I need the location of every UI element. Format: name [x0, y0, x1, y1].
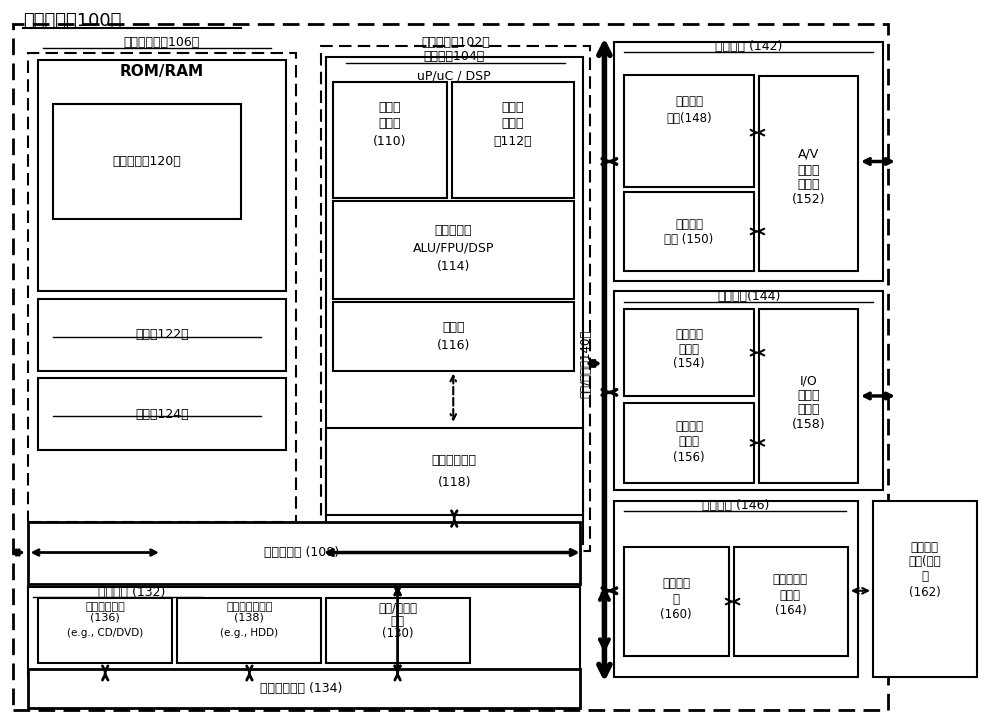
- Bar: [53, 104, 241, 220]
- Text: 图像处理: 图像处理: [675, 95, 703, 108]
- Bar: [333, 82, 447, 198]
- Bar: [28, 522, 580, 584]
- Text: (160): (160): [660, 608, 692, 621]
- Bar: [28, 669, 580, 708]
- Bar: [759, 310, 858, 483]
- Text: (e.g., CD/DVD): (e.g., CD/DVD): [67, 627, 143, 638]
- Text: 网络控制: 网络控制: [662, 577, 690, 590]
- Bar: [734, 547, 848, 656]
- Text: 端口（: 端口（: [797, 164, 820, 177]
- Text: 处理器（104）: 处理器（104）: [424, 50, 485, 63]
- Text: 速缓存: 速缓存: [502, 117, 524, 129]
- Text: 通信端口（: 通信端口（: [773, 574, 808, 587]
- Text: (110): (110): [373, 134, 406, 148]
- Bar: [13, 25, 888, 710]
- Text: uP/uC / DSP: uP/uC / DSP: [417, 70, 491, 83]
- Text: (130): (130): [382, 627, 413, 640]
- Text: 速缓存: 速缓存: [378, 117, 401, 129]
- Text: (138): (138): [234, 612, 264, 622]
- Text: 控制器: 控制器: [678, 435, 699, 448]
- Text: 单元 (150): 单元 (150): [664, 233, 714, 246]
- Text: ）: ）: [921, 570, 928, 583]
- Bar: [38, 60, 286, 292]
- Text: (118): (118): [438, 476, 471, 489]
- Text: 总线/接口控: 总线/接口控: [378, 602, 417, 615]
- Text: 可移除储存器: 可移除储存器: [85, 602, 125, 611]
- Text: 并行接口: 并行接口: [675, 419, 703, 433]
- Text: 端口（: 端口（: [797, 389, 820, 402]
- Text: (158): (158): [791, 417, 825, 430]
- Text: (136): (136): [90, 612, 120, 622]
- Text: 应用（122）: 应用（122）: [135, 328, 189, 341]
- Bar: [326, 57, 583, 544]
- Text: (114): (114): [437, 260, 470, 273]
- Text: 数据（124）: 数据（124）: [135, 408, 189, 420]
- Bar: [452, 82, 574, 198]
- Text: 储存设备 (132): 储存设备 (132): [98, 586, 166, 599]
- Text: ROM/RAM: ROM/RAM: [120, 64, 204, 79]
- Text: (162): (162): [909, 587, 941, 600]
- Text: (e.g., HDD): (e.g., HDD): [220, 627, 278, 638]
- Text: （112）: （112）: [494, 134, 532, 148]
- Bar: [333, 201, 574, 299]
- Text: 处理器核心: 处理器核心: [435, 223, 472, 236]
- Text: 外围接口(144): 外围接口(144): [717, 290, 780, 303]
- Bar: [38, 299, 286, 371]
- Bar: [326, 428, 583, 515]
- Bar: [873, 501, 977, 678]
- Bar: [624, 75, 754, 187]
- Text: 计算设备（100）: 计算设备（100）: [23, 12, 121, 30]
- Text: (116): (116): [437, 339, 470, 352]
- Text: 寄存器: 寄存器: [442, 321, 465, 334]
- Bar: [624, 192, 754, 271]
- Bar: [624, 310, 754, 396]
- Text: 系统存储器（106）: 系统存储器（106）: [124, 36, 200, 49]
- Text: (164): (164): [775, 603, 806, 616]
- Bar: [624, 547, 729, 656]
- Text: 储存接口总线 (134): 储存接口总线 (134): [260, 683, 342, 695]
- Text: 制器: 制器: [391, 614, 405, 627]
- Bar: [326, 598, 470, 663]
- Text: ALU/FPU/DSP: ALU/FPU/DSP: [413, 241, 494, 254]
- Text: 输出设备 (142): 输出设备 (142): [715, 39, 782, 52]
- Text: 多个）: 多个）: [780, 590, 801, 602]
- Bar: [38, 598, 172, 663]
- Bar: [38, 378, 286, 450]
- Text: 二级高: 二级高: [502, 101, 524, 114]
- Text: 设备(多个: 设备(多个: [908, 555, 941, 569]
- Bar: [624, 403, 754, 483]
- Text: 多个）: 多个）: [797, 178, 820, 191]
- Text: 控制器: 控制器: [678, 342, 699, 356]
- Bar: [28, 587, 580, 678]
- Text: 总线/接口（140）: 总线/接口（140）: [579, 329, 592, 398]
- Text: A/V: A/V: [798, 148, 819, 161]
- Bar: [614, 292, 883, 490]
- Text: 串行接口: 串行接口: [675, 328, 703, 341]
- Text: 单元(148): 单元(148): [666, 112, 712, 125]
- Text: (152): (152): [792, 193, 825, 206]
- Text: 一级高: 一级高: [378, 101, 401, 114]
- Bar: [28, 53, 296, 522]
- Text: (156): (156): [673, 451, 705, 464]
- Text: 器: 器: [673, 593, 680, 606]
- Text: 基本配置（102）: 基本配置（102）: [421, 36, 490, 49]
- Text: (154): (154): [673, 357, 705, 370]
- Bar: [333, 302, 574, 371]
- Text: 不可移除储存器: 不可移除储存器: [226, 602, 273, 611]
- Text: 存储器总线 (108): 存储器总线 (108): [264, 546, 339, 559]
- Text: 多个）: 多个）: [797, 403, 820, 416]
- Bar: [614, 42, 883, 281]
- Bar: [177, 598, 321, 663]
- Bar: [321, 46, 590, 551]
- Bar: [759, 76, 858, 271]
- Text: I/O: I/O: [799, 374, 817, 387]
- Text: 其他计算: 其他计算: [911, 541, 939, 554]
- Text: 通信设备 (146): 通信设备 (146): [702, 499, 769, 512]
- Bar: [614, 501, 858, 678]
- Text: 操作系统（120）: 操作系统（120）: [113, 155, 181, 168]
- Text: 存储器控制器: 存储器控制器: [432, 454, 477, 467]
- Text: 音频处理: 音频处理: [675, 218, 703, 230]
